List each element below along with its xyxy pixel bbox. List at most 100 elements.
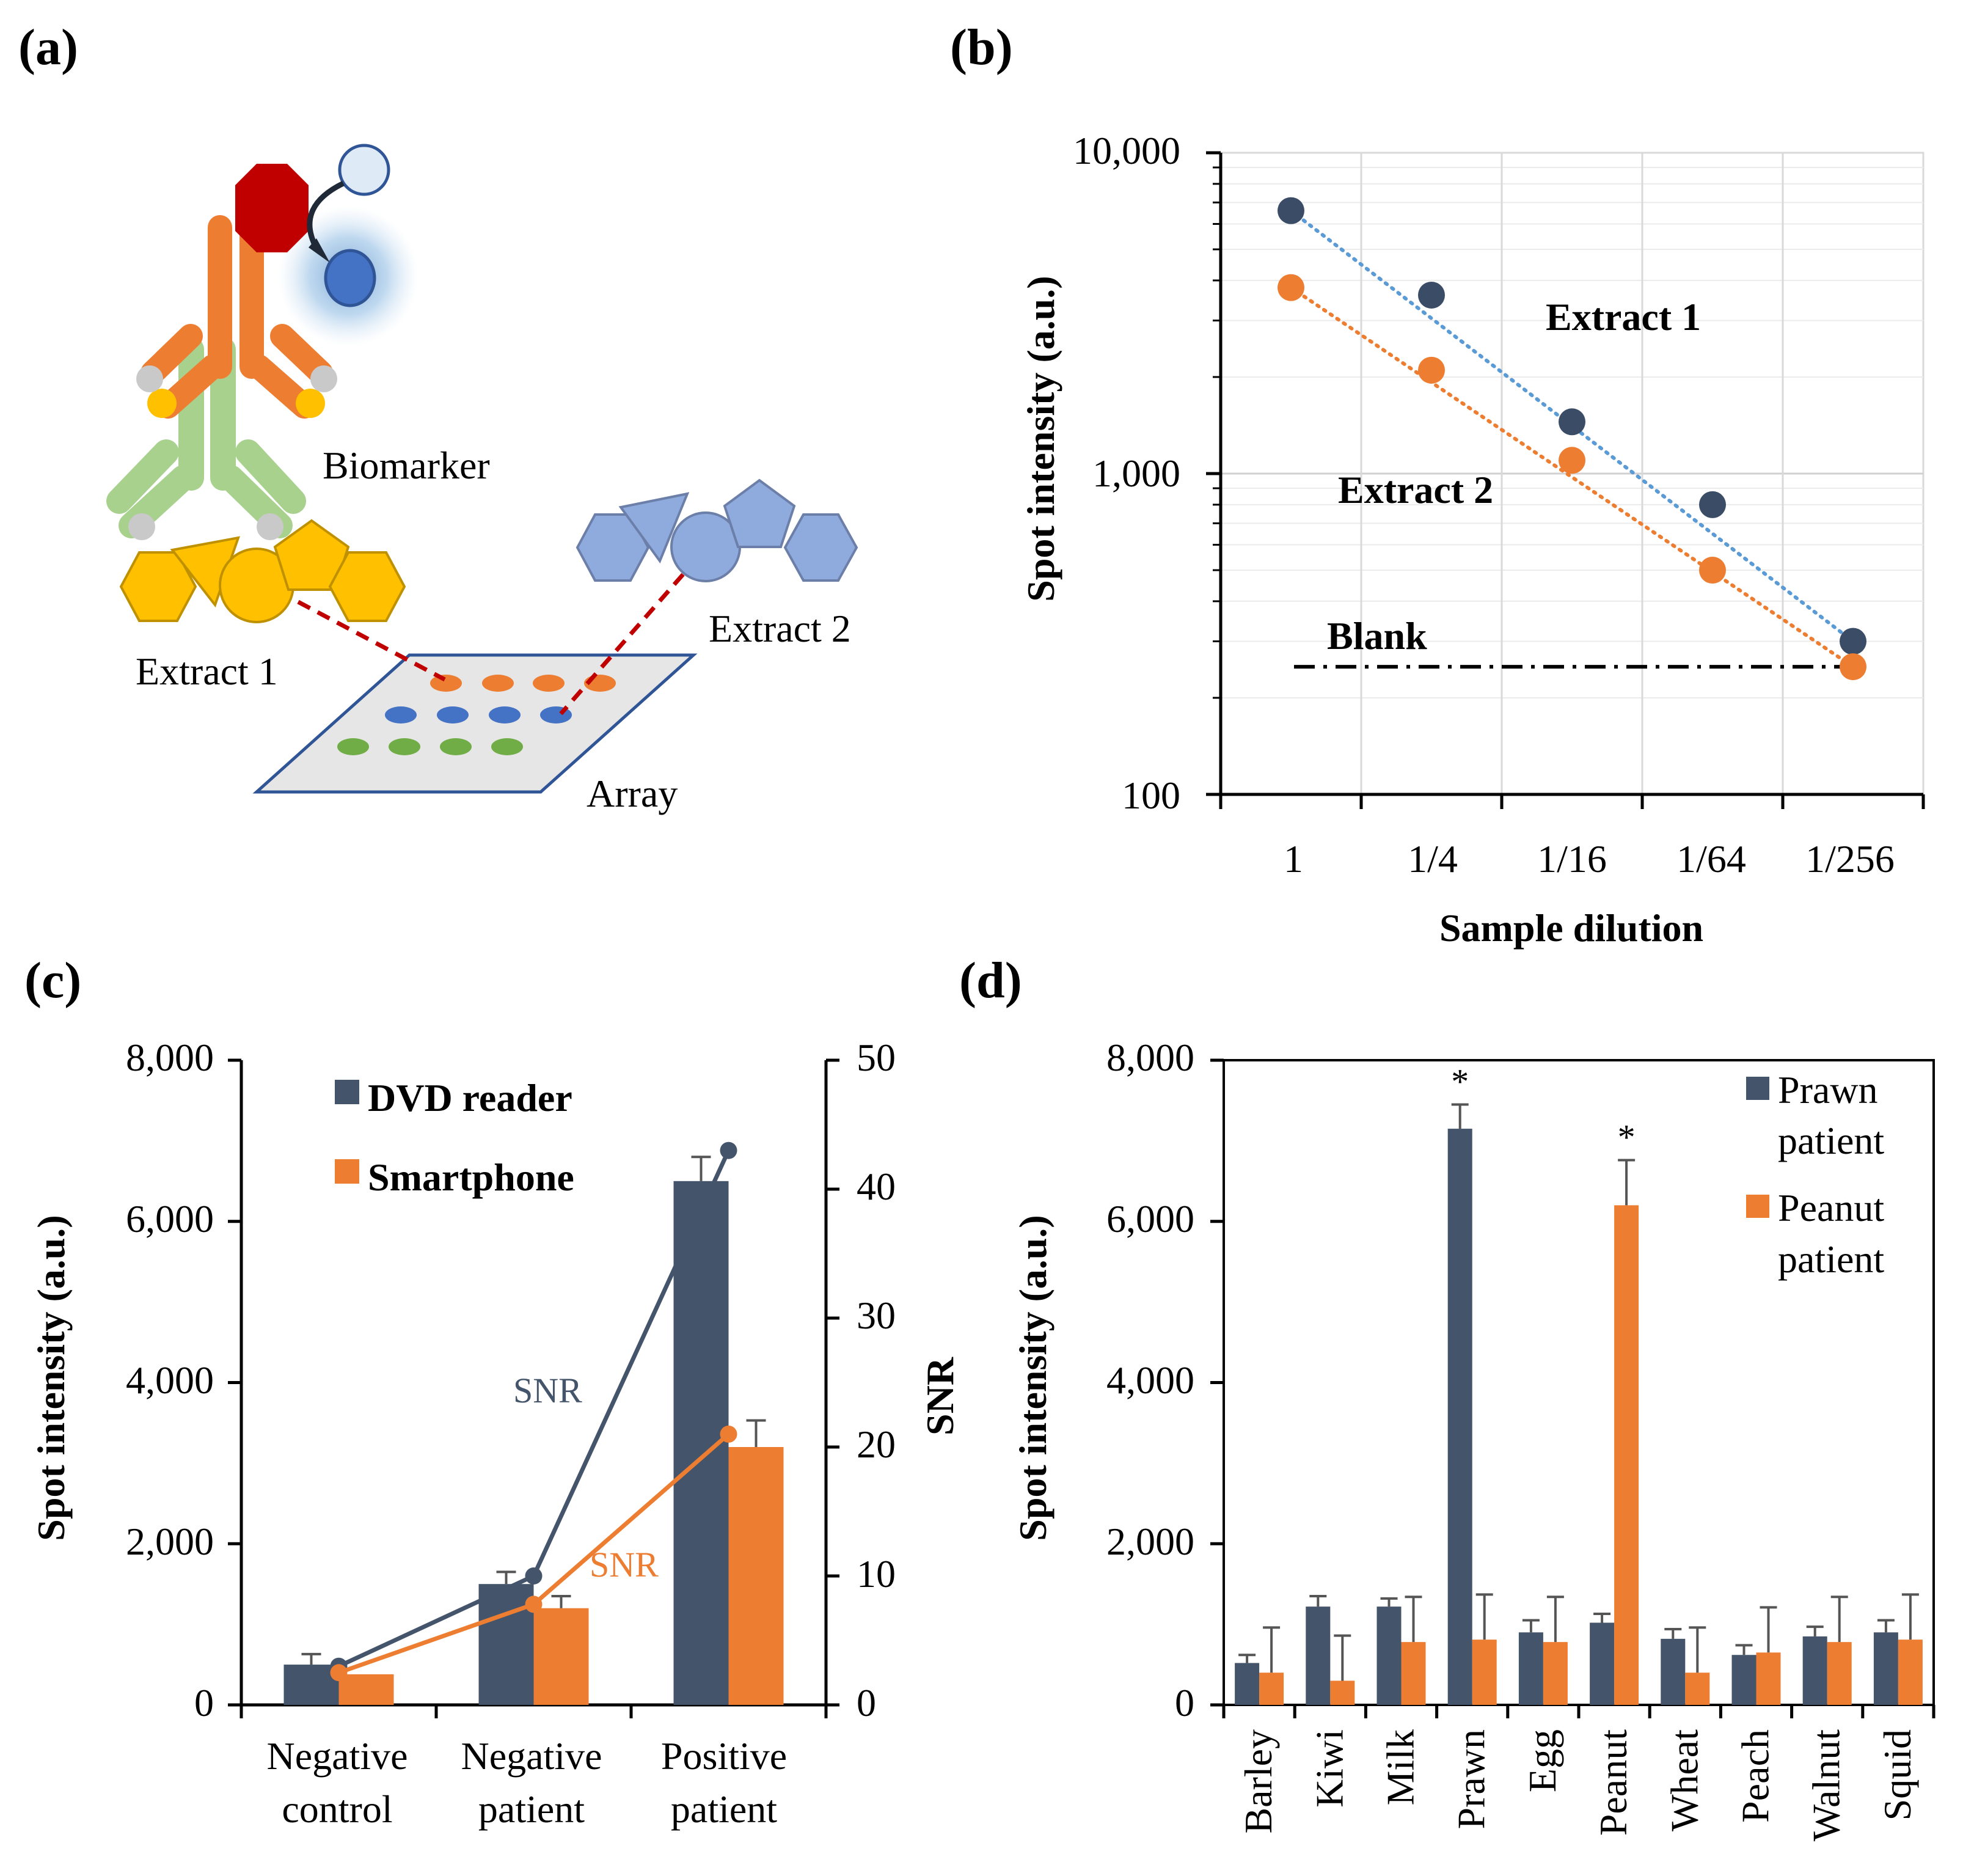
d-bar-peanut-patient: [1543, 1642, 1568, 1705]
d-legend-swatch-peanut: [1746, 1195, 1769, 1218]
c-snr-point: [525, 1567, 543, 1585]
panel-a-tag: (a): [18, 19, 78, 76]
d-xtick-milk: Milk: [1379, 1729, 1422, 1805]
reaction-arrowhead: [309, 238, 330, 263]
extract1-antigens: [119, 519, 406, 623]
panel-b-marks: [1278, 197, 1866, 681]
panel-d-axes: [1210, 1058, 1936, 1718]
c-y2tick-10: 10: [857, 1552, 896, 1596]
d-legend-swatch-prawn: [1746, 1077, 1769, 1100]
panel-d-tag: (d): [959, 952, 1022, 1009]
c-bar-smartphone: [728, 1447, 784, 1705]
d-bar-peanut-patient: [1614, 1205, 1639, 1705]
c-snr-point: [525, 1596, 543, 1613]
d-xtick-barley: Barley: [1237, 1729, 1280, 1834]
d-xtick-prawn: Prawn: [1450, 1729, 1493, 1830]
extract2-antigens: [576, 478, 858, 582]
panel-d-marks: **: [1235, 1062, 1923, 1705]
array-row-green: [337, 738, 523, 755]
label-extract1: Extract 1: [136, 650, 278, 693]
reaction-arrow: [307, 180, 345, 252]
d-legend-peanut-line1: Peanut: [1778, 1186, 1884, 1229]
c-bar-dvd: [283, 1665, 339, 1705]
panel-c-marks: [283, 1141, 784, 1705]
d-bar-peanut-patient: [1756, 1652, 1781, 1705]
d-bar-peanut-patient: [1827, 1642, 1852, 1705]
c-xtick-0-line1: Negative: [267, 1734, 408, 1778]
b-xtick-1: 1: [1284, 837, 1303, 881]
label-extract2: Extract 2: [709, 607, 851, 650]
b-xlabel: Sample dilution: [1439, 906, 1703, 950]
d-significance-star: *: [1451, 1062, 1469, 1102]
d-bar-prawn-patient: [1661, 1638, 1686, 1705]
b-point-series2: [1559, 447, 1585, 474]
b-xtick-1-16: 1/16: [1537, 837, 1607, 881]
c-legend-dvd: DVD reader: [368, 1076, 572, 1119]
d-xtick-peach: Peach: [1734, 1729, 1777, 1823]
d-xtick-peanut: Peanut: [1592, 1729, 1635, 1836]
product-circle: [324, 249, 376, 307]
d-legend-peanut-line2: patient: [1778, 1237, 1884, 1281]
c-xtick-1-line2: patient: [478, 1787, 585, 1831]
d-xtick-squid: Squid: [1876, 1729, 1919, 1820]
primary-antibody: [136, 215, 337, 419]
panel-c-tag: (c): [24, 952, 81, 1009]
b-annot-extract2: Extract 2: [1338, 468, 1493, 511]
d-xtick-wheat: Wheat: [1662, 1729, 1706, 1831]
d-ytick-2000: 2,000: [1106, 1520, 1194, 1563]
panel-b-axes: [1206, 151, 1925, 809]
c-y2tick-50: 50: [857, 1036, 896, 1079]
d-bar-prawn-patient: [1376, 1607, 1402, 1705]
b-xtick-1-256: 1/256: [1805, 837, 1895, 881]
panel-b-tag: (b): [950, 19, 1013, 76]
b-trendline-2: [1289, 285, 1855, 669]
d-bar-prawn-patient: [1306, 1607, 1331, 1705]
array-row-blue: [385, 706, 572, 724]
b-xtick-1-64: 1/64: [1676, 837, 1746, 881]
b-point-series2: [1840, 653, 1866, 681]
panel-a: (a): [18, 19, 858, 815]
b-annot-extract1: Extract 1: [1546, 295, 1701, 339]
d-bar-prawn-patient: [1873, 1632, 1898, 1705]
d-xtick-labels: Barley Kiwi Milk Prawn Egg Peanut Wheat Peach Wa…: [1237, 1729, 1919, 1841]
d-ytick-4000: 4,000: [1106, 1358, 1194, 1402]
connector-lines: [297, 573, 685, 716]
d-bar-prawn-patient: [1731, 1655, 1756, 1705]
d-bar-peanut-patient: [1898, 1640, 1923, 1705]
b-trendline-1: [1289, 208, 1855, 643]
c-y2tick-0: 0: [857, 1681, 876, 1724]
d-bar-peanut-patient: [1259, 1673, 1284, 1705]
c-ylabel: Spot intensity (a.u.): [29, 1215, 73, 1541]
c-bar-smartphone: [338, 1674, 394, 1705]
b-ytick-1000: 1,000: [1092, 452, 1180, 495]
c-bar-dvd: [478, 1584, 534, 1705]
c-legend-swatch-dvd: [335, 1080, 359, 1104]
b-point-series2: [1278, 274, 1304, 301]
b-point-series1: [1840, 628, 1866, 655]
c-bar-smartphone: [533, 1608, 589, 1705]
c-snr-point: [720, 1425, 737, 1443]
array-plate: [252, 653, 698, 794]
d-xtick-kiwi: Kiwi: [1307, 1729, 1351, 1808]
c-ytick-0: 0: [194, 1681, 214, 1724]
panel-b: (b) 10,000 1,000 100 1 1/4 1/16 1/64 1/2…: [950, 19, 1925, 950]
b-point-series1: [1278, 197, 1304, 224]
c-y2label: SNR: [918, 1357, 962, 1435]
b-ylabel: Spot intensity (a.u.): [1019, 276, 1062, 601]
d-significance-star: *: [1618, 1118, 1636, 1157]
d-bar-prawn-patient: [1802, 1636, 1827, 1705]
d-bar-prawn-patient: [1235, 1663, 1260, 1705]
c-legend-smartphone: Smartphone: [368, 1156, 574, 1199]
array-row-orange: [430, 675, 616, 692]
d-xtick-egg: Egg: [1521, 1729, 1564, 1792]
b-point-series2: [1699, 557, 1726, 584]
b-annot-blank: Blank: [1327, 614, 1427, 658]
d-bar-prawn-patient: [1590, 1622, 1615, 1705]
d-bar-prawn-patient: [1447, 1129, 1472, 1705]
c-xtick-1-line1: Negative: [461, 1734, 602, 1778]
b-point-series1: [1418, 281, 1445, 309]
c-ytick-4000: 4,000: [126, 1358, 214, 1402]
c-y2tick-40: 40: [857, 1165, 896, 1208]
c-ytick-6000: 6,000: [126, 1197, 214, 1240]
d-xtick-walnut: Walnut: [1805, 1729, 1848, 1841]
